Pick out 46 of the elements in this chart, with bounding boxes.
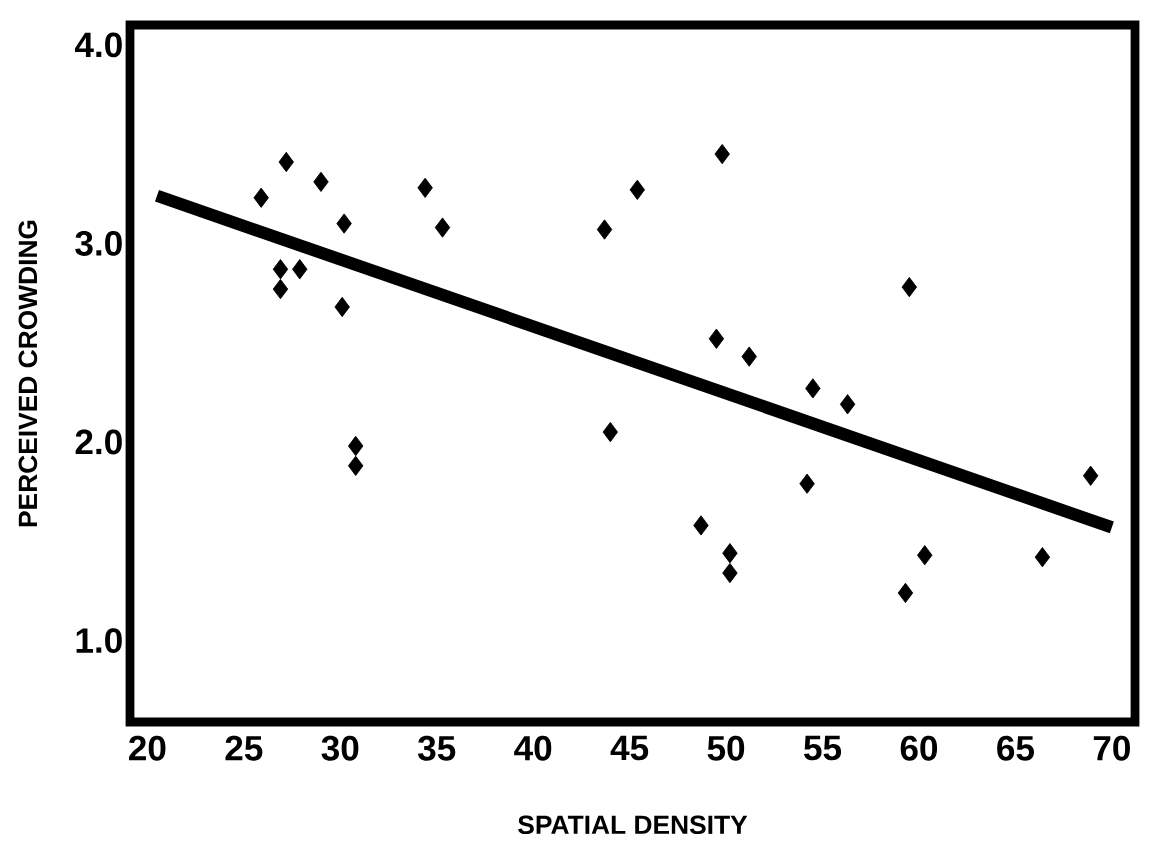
point [272, 259, 289, 280]
y-tick-label: 1.0 [76, 628, 122, 654]
point [917, 545, 933, 566]
x-tick-label: 20 [129, 735, 166, 761]
point [741, 346, 757, 367]
point [596, 219, 613, 240]
point [348, 435, 364, 457]
x-axis-title: SPATIAL DENSITY [518, 815, 748, 835]
y-axis-title: PERCEIVED CROWDING [18, 220, 38, 527]
point [417, 177, 433, 198]
x-tick-label: 35 [417, 735, 456, 761]
point [1082, 465, 1099, 486]
y-tick-label: 4.0 [74, 32, 122, 58]
x-tick-label: 60 [900, 735, 938, 761]
y-tick-label: 3.0 [75, 230, 122, 256]
point [693, 515, 709, 536]
point [313, 171, 329, 192]
x-tick-label: 70 [1093, 735, 1130, 761]
x-tick-label: 40 [514, 735, 552, 761]
x-tick-label: 50 [707, 735, 745, 761]
point [334, 296, 350, 318]
y-tick-label: 2.0 [75, 429, 122, 455]
point [708, 328, 725, 349]
point [897, 582, 914, 604]
point [722, 543, 738, 564]
point [348, 455, 364, 476]
point [629, 179, 646, 200]
point [799, 473, 815, 494]
x-tick-label: 55 [804, 735, 842, 761]
point [901, 277, 918, 298]
point [714, 143, 730, 165]
point [336, 213, 352, 234]
point [278, 151, 294, 173]
x-tick-label: 30 [321, 735, 359, 761]
point [805, 378, 821, 399]
point [722, 562, 738, 584]
x-tick-label: 65 [997, 735, 1034, 761]
point [839, 394, 856, 415]
point [434, 217, 451, 238]
point [602, 421, 619, 443]
x-tick-label: 25 [225, 735, 263, 761]
point [253, 187, 269, 208]
x-tick-label: 45 [610, 735, 649, 761]
point [292, 259, 308, 280]
point [272, 279, 289, 300]
point [1034, 547, 1051, 568]
